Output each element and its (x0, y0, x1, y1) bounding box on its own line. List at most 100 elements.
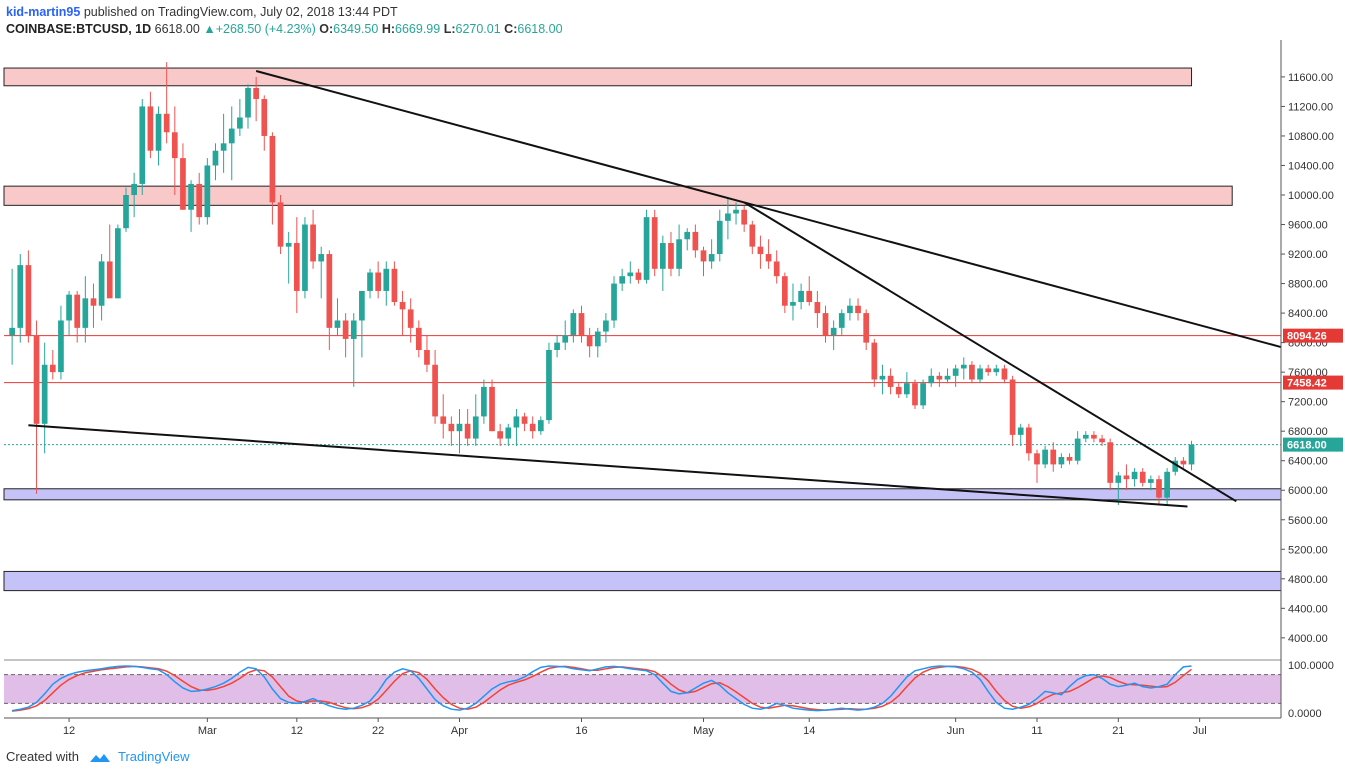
candle-body[interactable] (513, 416, 520, 428)
candle-body[interactable] (830, 327, 837, 336)
candle-body[interactable] (863, 313, 870, 343)
candle-body[interactable] (66, 294, 72, 321)
candle-body[interactable] (212, 150, 219, 166)
candle-body[interactable] (928, 375, 935, 384)
support-zone[interactable] (3, 570, 1282, 592)
candle-body[interactable] (147, 106, 154, 151)
tradingview-brand-link[interactable]: TradingView (118, 749, 190, 764)
candle-body[interactable] (879, 375, 886, 380)
candle-body[interactable] (1148, 479, 1154, 483)
candle-body[interactable] (359, 290, 365, 321)
candle-body[interactable] (838, 313, 845, 328)
candle-body[interactable] (668, 242, 674, 269)
candle-body[interactable] (1164, 471, 1170, 498)
candle-body[interactable] (415, 327, 422, 350)
candle-body[interactable] (33, 335, 40, 424)
candle-body[interactable] (798, 290, 804, 303)
candle-body[interactable] (424, 350, 430, 365)
candle-body[interactable] (171, 132, 178, 159)
candle-body[interactable] (293, 242, 300, 291)
candle-body[interactable] (1042, 449, 1048, 465)
candle-body[interactable] (90, 298, 97, 306)
candle-body[interactable] (904, 383, 910, 395)
candle-body[interactable] (554, 342, 560, 350)
candle-body[interactable] (895, 386, 902, 395)
candle-body[interactable] (253, 87, 259, 100)
stochastic-k-line[interactable] (11, 665, 1192, 712)
candle-body[interactable] (237, 117, 243, 129)
candle-body[interactable] (399, 302, 406, 310)
candle-body[interactable] (1050, 449, 1057, 465)
trendline[interactable] (28, 424, 1188, 508)
candle-body[interactable] (269, 135, 276, 203)
candle-body[interactable] (497, 431, 504, 439)
symbol-label[interactable]: COINBASE:BTCUSD, 1D (6, 22, 152, 36)
candle-body[interactable] (1172, 460, 1179, 472)
candle-body[interactable] (1091, 434, 1097, 439)
candle-body[interactable] (464, 423, 471, 439)
candle-body[interactable] (1034, 453, 1040, 465)
trendline[interactable] (255, 70, 1282, 349)
candle-body[interactable] (1131, 471, 1138, 480)
candle-body[interactable] (847, 305, 853, 314)
candle-body[interactable] (790, 302, 796, 306)
candle-body[interactable] (302, 224, 308, 291)
candle-body[interactable] (993, 368, 1000, 373)
candle-body[interactable] (326, 254, 333, 328)
candle-body[interactable] (562, 335, 569, 343)
candle-body[interactable] (977, 368, 983, 380)
candle-body[interactable] (969, 364, 975, 380)
candle-body[interactable] (123, 195, 129, 229)
candle-body[interactable] (765, 254, 772, 262)
candle-body[interactable] (1188, 444, 1195, 465)
candle-body[interactable] (163, 113, 170, 133)
candle-body[interactable] (529, 423, 536, 432)
candle-body[interactable] (277, 202, 284, 247)
candle-body[interactable] (1082, 434, 1089, 439)
candle-body[interactable] (814, 302, 821, 314)
price-pane[interactable] (4, 40, 1281, 660)
candle-body[interactable] (1074, 438, 1081, 461)
candle-body[interactable] (1066, 457, 1073, 461)
candle-body[interactable] (781, 276, 788, 306)
candle-body[interactable] (1026, 427, 1032, 454)
candle-body[interactable] (603, 320, 609, 332)
candle-body[interactable] (58, 320, 64, 373)
candle-body[interactable] (318, 254, 325, 262)
candle-body[interactable] (49, 364, 56, 373)
candle-body[interactable] (41, 364, 48, 424)
candle-body[interactable] (692, 231, 699, 251)
candle-body[interactable] (505, 427, 512, 439)
candle-body[interactable] (196, 183, 203, 218)
candle-body[interactable] (920, 383, 926, 406)
candle-body[interactable] (1017, 427, 1024, 435)
candle-body[interactable] (472, 416, 479, 439)
candle-body[interactable] (594, 331, 601, 347)
candle-body[interactable] (578, 313, 585, 336)
candle-body[interactable] (25, 265, 32, 336)
candle-body[interactable] (1139, 471, 1146, 483)
candle-body[interactable] (537, 420, 544, 432)
candle-body[interactable] (611, 283, 617, 321)
candle-body[interactable] (1001, 368, 1008, 380)
candle-body[interactable] (944, 375, 951, 380)
candle-body[interactable] (659, 242, 666, 269)
candle-body[interactable] (131, 183, 137, 195)
candle-body[interactable] (635, 272, 642, 280)
candle-body[interactable] (546, 350, 552, 421)
candle-body[interactable] (456, 423, 463, 432)
candle-body[interactable] (586, 335, 593, 347)
candle-body[interactable] (684, 231, 691, 240)
candle-body[interactable] (383, 268, 390, 291)
candle-body[interactable] (1123, 475, 1130, 480)
candle-body[interactable] (1180, 460, 1187, 465)
candle-body[interactable] (936, 375, 943, 380)
candle-body[interactable] (741, 209, 748, 225)
candle-body[interactable] (375, 272, 381, 291)
candle-body[interactable] (1058, 457, 1065, 465)
candle-body[interactable] (180, 158, 186, 210)
candle-body[interactable] (285, 242, 292, 247)
candle-body[interactable] (1009, 379, 1016, 435)
candle-body[interactable] (367, 272, 373, 291)
